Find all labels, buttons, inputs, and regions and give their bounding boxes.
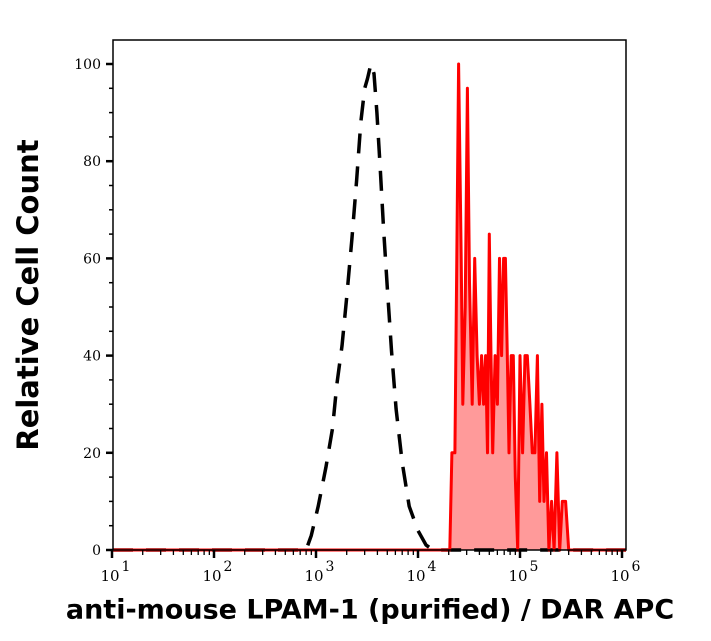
y-tick-label: 100 (74, 57, 101, 73)
stained-histogram-fill (113, 64, 626, 550)
y-tick-label: 40 (83, 349, 101, 365)
x-tick-exponent: 2 (224, 559, 233, 575)
x-tick-exponent: 3 (326, 559, 335, 575)
x-axis: 10 1 10 2 10 3 10 4 10 5 10 6 (100, 550, 641, 585)
x-tick-label: 10 (610, 567, 629, 585)
x-axis-label: anti-mouse LPAM-1 (purified) / DAR APC (65, 594, 675, 626)
x-tick-label: 10 (100, 567, 119, 585)
series-line-0 (113, 62, 626, 552)
histogram-lines (113, 62, 626, 552)
x-tick-label: 10 (304, 567, 323, 585)
y-tick-label: 20 (83, 446, 101, 462)
x-tick-exponent: 1 (122, 559, 131, 575)
x-tick-exponent: 4 (428, 559, 437, 575)
series-line-1 (113, 62, 626, 552)
y-tick-label: 0 (92, 543, 101, 559)
x-tick-exponent: 5 (530, 559, 539, 575)
plot-frame (112, 39, 627, 551)
y-tick-label: 80 (83, 154, 101, 170)
y-axis-label: Relative Cell Count (11, 139, 45, 451)
x-tick-label: 10 (202, 567, 221, 585)
x-tick-label: 10 (406, 567, 425, 585)
y-axis: 0 20 40 60 80 100 (74, 57, 113, 559)
x-tick-exponent: 6 (632, 559, 641, 575)
x-tick-label: 10 (508, 567, 527, 585)
y-tick-label: 60 (83, 251, 101, 267)
series-fill-1 (113, 64, 626, 550)
